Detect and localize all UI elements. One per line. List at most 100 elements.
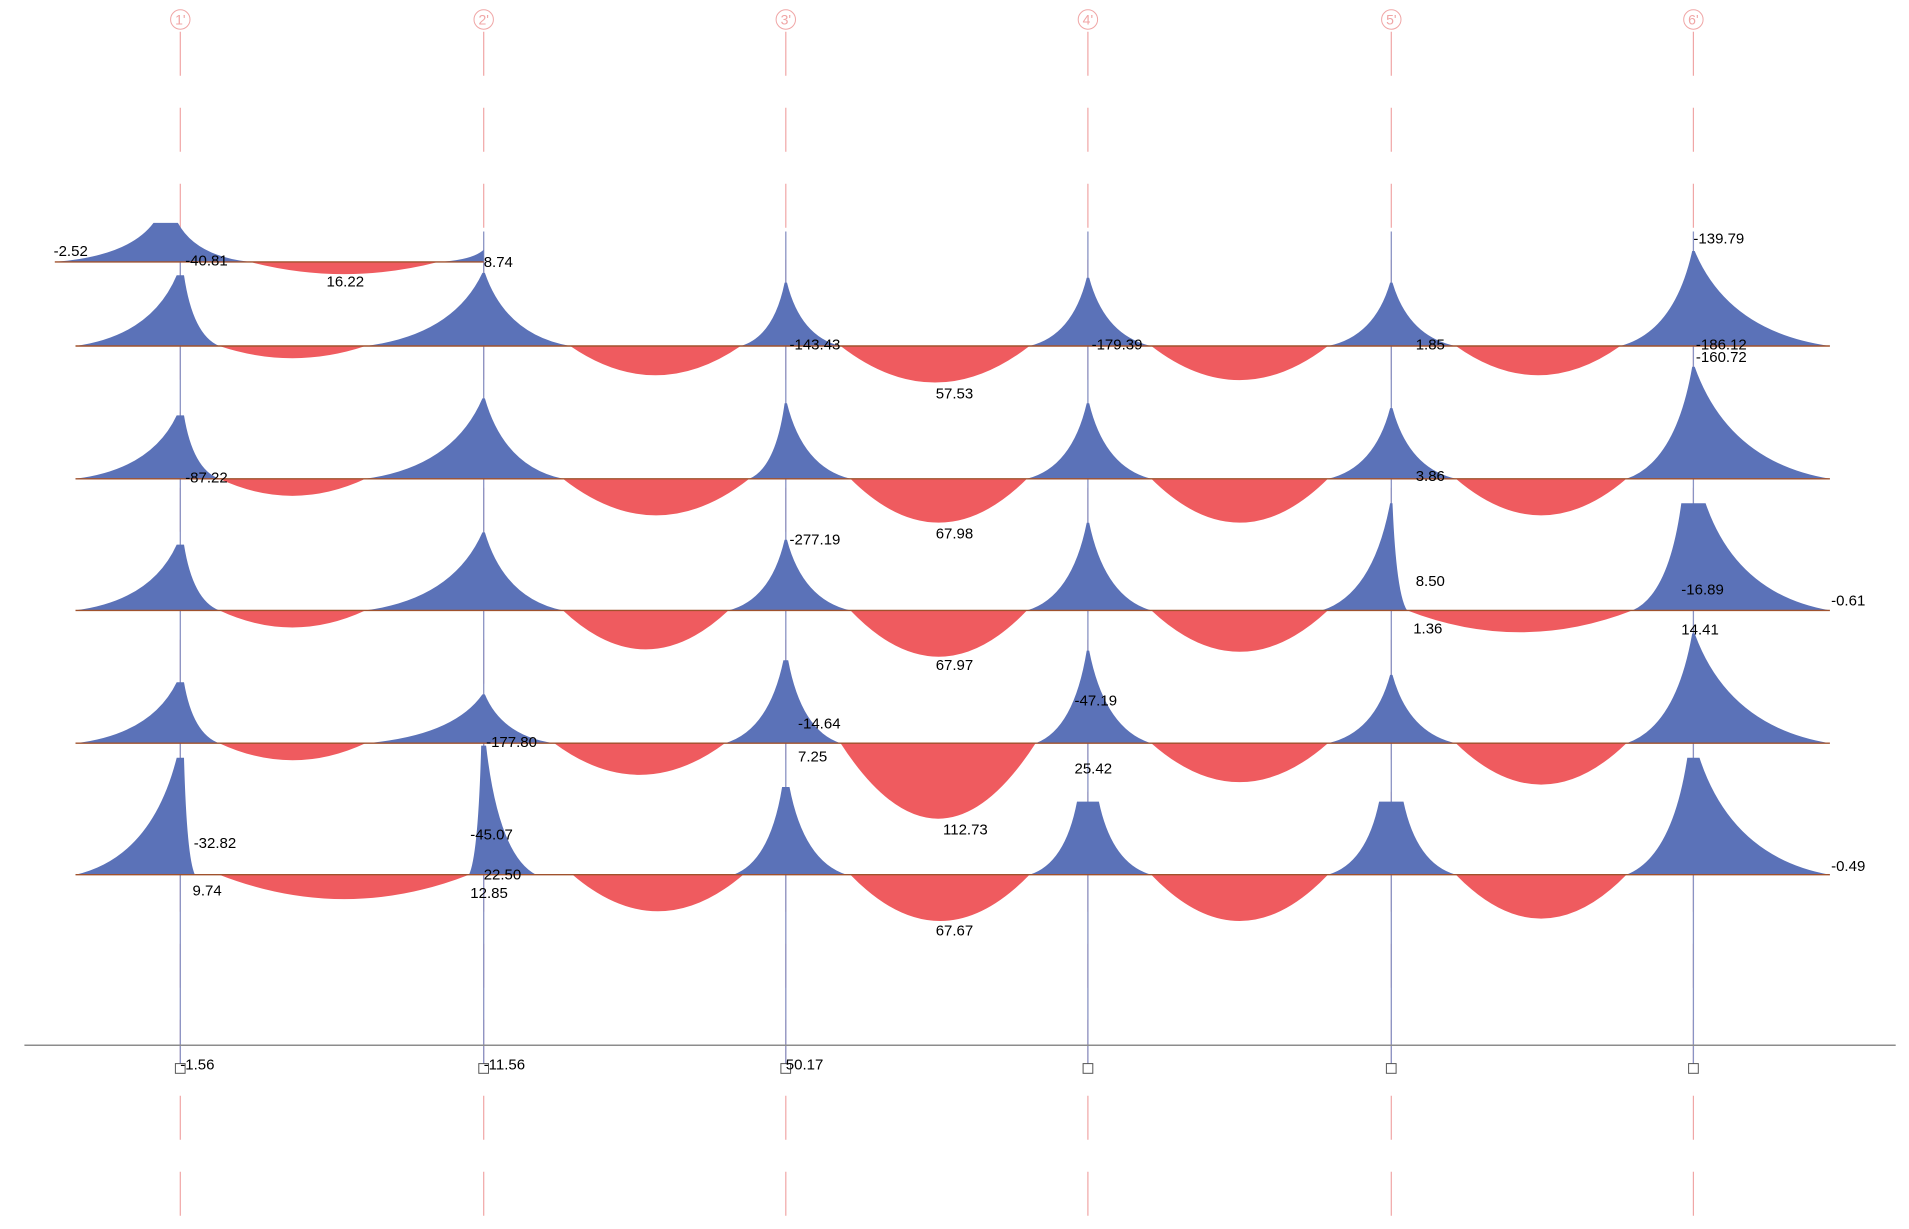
grid-tag-circle	[1683, 9, 1704, 30]
sagging-region	[219, 478, 366, 496]
hogging-region	[1626, 757, 1830, 875]
sagging-region	[562, 610, 729, 650]
sagging-region	[1151, 743, 1328, 783]
sagging-region	[840, 346, 1030, 383]
diagram-row-2	[75, 251, 1830, 383]
hogging-region	[1029, 801, 1152, 875]
grid-tag-circle	[1077, 9, 1099, 30]
moment-value-label: -45.07	[470, 826, 513, 843]
diagram-row-5	[75, 633, 1830, 819]
moment-value-label: 22.50	[484, 867, 522, 884]
sagging-region	[219, 743, 366, 761]
grid-tag-label: 5'	[1386, 11, 1396, 27]
moment-value-label: -186.12	[1696, 337, 1747, 354]
moment-value-label: 67.97	[936, 657, 974, 674]
moment-value-label: -2.52	[54, 243, 88, 260]
moment-value-label: 50.17	[786, 1057, 824, 1074]
sagging-region	[219, 346, 366, 359]
moment-value-label: 1.85	[1416, 337, 1445, 354]
hogging-region	[365, 272, 571, 346]
grid-tag-label: 1'	[175, 11, 185, 27]
moment-value-label: 12.85	[470, 885, 508, 902]
moment-diagrams	[54, 222, 1830, 921]
sagging-region	[840, 743, 1036, 819]
moment-value-label: -143.43	[790, 337, 841, 354]
moment-value-label: -160.72	[1696, 349, 1747, 366]
hogging-region	[75, 415, 220, 479]
sagging-region	[1151, 610, 1328, 652]
diagram-row-6	[75, 745, 1830, 921]
columns	[179, 231, 1695, 1069]
support-2-icon	[478, 1063, 489, 1074]
moment-value-label: -277.19	[790, 532, 841, 549]
moment-value-label: -87.22	[185, 469, 228, 486]
moment-value-label: -47.19	[1075, 692, 1118, 709]
moment-value-label: -139.79	[1693, 231, 1744, 248]
moment-value-label: 8.74	[484, 254, 513, 271]
diagram-row-4	[75, 503, 1830, 657]
support-4-icon	[1082, 1063, 1094, 1074]
moment-value-label: -40.81	[185, 253, 228, 270]
grid-tag-label: 2'	[478, 11, 488, 27]
hogging-region	[1327, 801, 1456, 875]
sagging-region	[249, 261, 439, 275]
sagging-region	[1455, 478, 1627, 516]
moment-value-label: 3.86	[1416, 468, 1445, 485]
grid-tag-circle	[170, 9, 191, 30]
hogging-region	[75, 757, 195, 875]
grid-tag-label: 4'	[1083, 11, 1093, 27]
sagging-region	[1151, 478, 1328, 523]
hogging-region	[1035, 650, 1152, 744]
value-labels: -2.52 -40.81 16.22 8.74 -139.79 -143.43 57.53 -…	[54, 231, 1866, 1074]
moment-value-label: 7.25	[798, 748, 827, 765]
hogging-region	[1027, 403, 1152, 479]
moment-value-label: -0.49	[1831, 858, 1865, 875]
sagging-region	[850, 874, 1030, 921]
hogging-region	[728, 539, 851, 611]
moment-value-label: -0.61	[1831, 593, 1865, 610]
sagging-region	[1455, 874, 1627, 919]
hogging-region	[740, 282, 841, 346]
sagging-region	[1407, 610, 1633, 633]
grid-tag-circle	[1381, 9, 1402, 30]
sagging-region	[1151, 346, 1328, 381]
diagram-row-1	[54, 222, 484, 275]
hogging-region	[75, 544, 220, 611]
hogging-region	[469, 745, 537, 875]
moment-value-label: -1.56	[180, 1057, 214, 1074]
supports	[174, 1063, 1699, 1074]
hogging-region	[365, 398, 563, 479]
sagging-region	[562, 478, 750, 516]
grid-tag-circle	[473, 9, 494, 30]
sagging-region	[219, 874, 469, 900]
moment-value-label: 9.74	[193, 883, 222, 900]
moment-value-label: -14.64	[798, 716, 841, 733]
hogging-region	[1327, 282, 1456, 346]
moment-value-label: 57.53	[936, 385, 974, 402]
sagging-region	[554, 743, 725, 775]
moment-value-label: -11.56	[484, 1057, 525, 1074]
sagging-region	[850, 610, 1027, 657]
hogging-region	[1626, 366, 1830, 479]
support-6-icon	[1688, 1063, 1699, 1074]
diagram-row-3	[75, 366, 1830, 523]
sagging-region	[572, 874, 744, 912]
grid-tag-label: 6'	[1688, 11, 1698, 27]
hogging-region	[438, 249, 484, 262]
moment-value-label: 25.42	[1075, 761, 1113, 778]
sagging-region	[850, 478, 1027, 523]
hogging-region	[365, 532, 563, 611]
grid-tag-circle	[775, 9, 796, 30]
hogging-region	[1327, 674, 1456, 744]
hogging-region	[1027, 522, 1152, 611]
moment-value-label: 14.41	[1681, 622, 1719, 639]
sagging-region	[570, 346, 741, 376]
hogging-region	[75, 682, 220, 744]
grid-tags: 1' 2' 3' 4' 5' 6'	[170, 9, 1704, 30]
hogging-region	[1632, 503, 1830, 611]
moment-value-label: 16.22	[327, 273, 365, 290]
moment-value-label: 1.36	[1413, 621, 1442, 638]
sagging-region	[1151, 874, 1328, 921]
moment-value-label: -177.80	[486, 734, 537, 751]
